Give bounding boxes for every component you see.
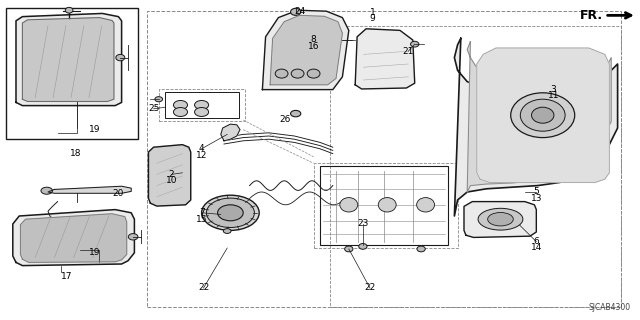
Ellipse shape	[65, 7, 73, 13]
Ellipse shape	[291, 69, 304, 78]
Text: 22: 22	[364, 284, 376, 292]
Text: 20: 20	[113, 189, 124, 198]
Ellipse shape	[417, 197, 435, 212]
Text: 19: 19	[89, 248, 100, 257]
Ellipse shape	[358, 244, 367, 249]
Text: 26: 26	[279, 116, 291, 124]
Bar	[147, 11, 621, 307]
Ellipse shape	[275, 69, 288, 78]
Ellipse shape	[488, 212, 513, 226]
Ellipse shape	[520, 99, 565, 131]
Ellipse shape	[378, 197, 396, 212]
Text: 25: 25	[148, 104, 159, 113]
Polygon shape	[13, 210, 134, 266]
Text: 9: 9	[370, 14, 375, 23]
Text: 6: 6	[534, 237, 539, 246]
Ellipse shape	[218, 205, 243, 221]
Ellipse shape	[48, 237, 58, 243]
Ellipse shape	[173, 108, 188, 116]
Ellipse shape	[173, 100, 188, 109]
Ellipse shape	[478, 208, 523, 230]
Text: 11: 11	[548, 92, 559, 100]
Polygon shape	[454, 38, 618, 216]
Text: 24: 24	[294, 7, 305, 16]
Text: 5: 5	[534, 188, 539, 196]
Text: 3: 3	[551, 85, 556, 94]
Text: 15: 15	[196, 215, 207, 224]
Text: 22: 22	[198, 284, 209, 292]
Text: 8: 8	[311, 36, 316, 44]
Bar	[320, 166, 448, 245]
Ellipse shape	[202, 195, 259, 230]
Text: 16: 16	[308, 42, 319, 51]
Polygon shape	[355, 29, 415, 89]
Text: 19: 19	[89, 125, 100, 134]
Polygon shape	[464, 202, 536, 237]
Polygon shape	[467, 42, 611, 192]
Ellipse shape	[195, 100, 209, 109]
Text: FR.: FR.	[580, 9, 603, 22]
Text: 21: 21	[403, 47, 414, 56]
Ellipse shape	[417, 246, 426, 252]
Text: 2: 2	[169, 170, 174, 179]
Polygon shape	[477, 48, 609, 182]
Polygon shape	[262, 10, 349, 90]
Text: 14: 14	[531, 244, 542, 252]
Polygon shape	[148, 145, 191, 206]
Text: 4: 4	[199, 144, 204, 153]
Ellipse shape	[155, 97, 163, 102]
Ellipse shape	[411, 41, 419, 47]
Ellipse shape	[116, 54, 125, 61]
Text: 23: 23	[357, 220, 369, 228]
Polygon shape	[48, 186, 131, 193]
Ellipse shape	[511, 93, 575, 138]
Text: 13: 13	[531, 194, 542, 203]
Ellipse shape	[344, 246, 353, 252]
Ellipse shape	[41, 187, 52, 194]
Bar	[330, 26, 621, 307]
Ellipse shape	[291, 110, 301, 117]
Bar	[6, 8, 138, 139]
Text: 10: 10	[166, 176, 177, 185]
Polygon shape	[221, 124, 240, 141]
Ellipse shape	[291, 8, 301, 15]
Ellipse shape	[531, 107, 554, 123]
Text: 17: 17	[61, 272, 73, 281]
Ellipse shape	[223, 228, 231, 234]
Bar	[159, 89, 245, 121]
Polygon shape	[22, 18, 114, 101]
Polygon shape	[16, 13, 122, 106]
Ellipse shape	[307, 69, 320, 78]
Text: 1: 1	[370, 8, 375, 17]
Ellipse shape	[195, 108, 209, 116]
Polygon shape	[20, 214, 127, 262]
Text: 7: 7	[199, 208, 204, 217]
Text: SJCAB4300: SJCAB4300	[588, 303, 630, 312]
Ellipse shape	[206, 198, 254, 228]
Bar	[165, 92, 239, 118]
Bar	[314, 163, 458, 248]
Ellipse shape	[340, 197, 358, 212]
Polygon shape	[270, 15, 342, 85]
Text: 12: 12	[196, 151, 207, 160]
Text: 18: 18	[70, 149, 81, 158]
Ellipse shape	[128, 234, 138, 240]
